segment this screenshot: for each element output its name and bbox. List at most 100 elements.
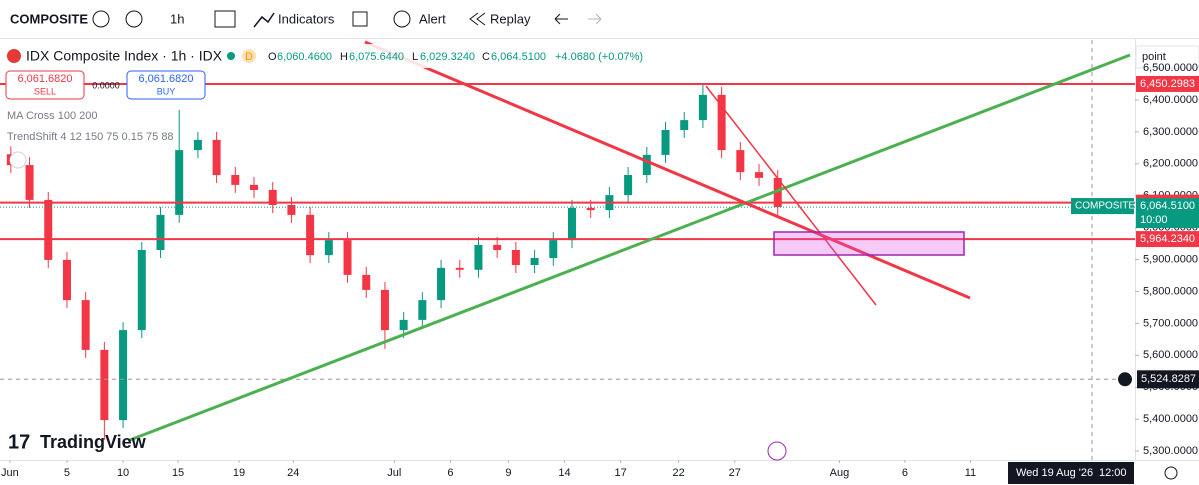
candle-body <box>642 154 651 175</box>
symbol[interactable]: COMPOSITE <box>10 11 88 26</box>
badge-bg <box>242 49 256 63</box>
candle-body <box>231 175 240 185</box>
buy-button[interactable] <box>126 70 206 100</box>
alert-level-tag <box>1137 370 1199 389</box>
interval[interactable]: 1h <box>170 11 184 26</box>
target-zone <box>773 231 965 256</box>
buy-label[interactable]: BUY <box>157 86 176 96</box>
scale-mode[interactable]: point <box>1142 51 1166 63</box>
y-tick-label: 5,700.0000 <box>1143 317 1198 329</box>
indicators-icon[interactable] <box>253 12 275 28</box>
collapse-button[interactable] <box>9 151 27 169</box>
tv-logo-mark: 17 <box>8 431 30 453</box>
candle-body <box>62 259 71 301</box>
badge: D <box>245 51 253 63</box>
x-tick-label: 15 <box>172 467 184 479</box>
watch-icon[interactable] <box>92 10 110 28</box>
x-tick-label: 27 <box>729 467 741 479</box>
crosshair-date: Wed 19 Aug '26 <box>1016 467 1093 479</box>
l-value: 6,029.3240 <box>420 51 475 63</box>
replay-button[interactable]: Replay <box>490 11 531 26</box>
legend: IDX Composite Index · 1h · IDX D O 6,060… <box>0 44 660 169</box>
buy-price[interactable]: 6,061.6820 <box>138 73 193 85</box>
price-level-label: 5,964.2340 <box>1140 233 1195 245</box>
candle-body <box>343 240 352 275</box>
indicator-ma[interactable]: MA Cross 100 200 <box>7 110 98 122</box>
o-value: 6,060.4600 <box>277 51 332 63</box>
compare-icon[interactable] <box>125 10 143 28</box>
drawings <box>129 40 1131 442</box>
candle-body <box>44 199 53 260</box>
last-price-countdown: 10:00 <box>1140 214 1168 226</box>
candle-body <box>624 175 633 196</box>
candle-body <box>137 250 146 331</box>
price-level-tag <box>1136 231 1199 248</box>
last-price-symbol: COMPOSITE <box>1075 201 1135 212</box>
alert-button[interactable]: Alert <box>419 11 446 26</box>
crosshair-time-bg <box>1008 462 1134 484</box>
toolbar: COMPOSITE 1h Indicators Alert Replay <box>0 10 1199 39</box>
alert-level-label: 5,524.8287 <box>1141 373 1196 385</box>
candle-body <box>755 172 764 178</box>
event-icon[interactable] <box>767 441 787 461</box>
candle-body <box>380 289 389 331</box>
layouts-icon[interactable] <box>352 11 368 27</box>
last-price-symbol-tag <box>1071 198 1134 215</box>
green-trendline <box>129 53 1131 442</box>
tv-logo-text: TradingView <box>40 432 147 452</box>
candle-body <box>511 250 520 265</box>
candle-body <box>324 240 333 256</box>
candle-body <box>119 330 128 421</box>
settings-icon[interactable] <box>1164 466 1178 480</box>
x-tick-label: 24 <box>287 467 299 479</box>
x-tick-label: 6 <box>902 467 908 479</box>
chart-type-icon[interactable] <box>214 10 236 28</box>
last-price-tag <box>1136 198 1199 229</box>
symbol-logo <box>7 49 21 63</box>
scale-mode-box[interactable] <box>1135 45 1199 69</box>
o-label: O <box>268 51 277 63</box>
x-tick-label: 19 <box>233 467 245 479</box>
price-level-tag <box>1136 75 1199 92</box>
c-value: 6,064.5100 <box>491 51 546 63</box>
last-price-label: 6,064.5100 <box>1140 200 1195 212</box>
candle-body <box>773 177 782 208</box>
redo-icon[interactable] <box>588 13 602 25</box>
c-label: C <box>482 51 490 63</box>
candle-body <box>175 150 184 215</box>
candle-body <box>493 244 502 250</box>
y-tick-label: 6,200.0000 <box>1143 158 1198 170</box>
candle-body <box>661 130 670 155</box>
legend-bg <box>0 44 660 68</box>
undo-icon[interactable] <box>554 13 568 25</box>
x-tick-label: 9 <box>505 467 511 479</box>
candle-body <box>156 214 165 250</box>
alert-add-icon <box>1118 372 1132 387</box>
h-value: 6,075.6440 <box>349 51 404 63</box>
indicator-trendshift[interactable]: TrendShift 4 12 150 75 0.15 75 88 <box>7 131 174 143</box>
sell-price[interactable]: 6,061.6820 <box>17 73 72 85</box>
plot <box>0 40 1139 463</box>
h-label: H <box>340 51 348 63</box>
y-tick-label: 5,400.0000 <box>1143 413 1198 425</box>
x-tick-label: 17 <box>614 467 626 479</box>
market-status <box>227 52 235 60</box>
candle-body <box>250 184 259 190</box>
candle-body <box>362 274 371 290</box>
sell-label[interactable]: SELL <box>34 86 56 96</box>
candle-body <box>474 244 483 270</box>
x-tick-label: 11 <box>965 467 976 479</box>
x-tick-label: 10 <box>117 467 129 479</box>
candle-body <box>567 207 576 241</box>
replay-icon[interactable] <box>469 12 486 26</box>
candle-body <box>418 300 427 320</box>
logo: 17 TradingView <box>8 431 787 461</box>
crosshair-time: 12:00 <box>1099 467 1127 479</box>
indicators-button[interactable]: Indicators <box>278 11 335 26</box>
change: +4.0680 (+0.07%) <box>555 51 643 63</box>
alert-icon[interactable] <box>393 10 411 28</box>
candle-body <box>549 240 558 258</box>
sell-button[interactable] <box>5 70 85 100</box>
x-tick-label: Jun <box>1 467 19 479</box>
